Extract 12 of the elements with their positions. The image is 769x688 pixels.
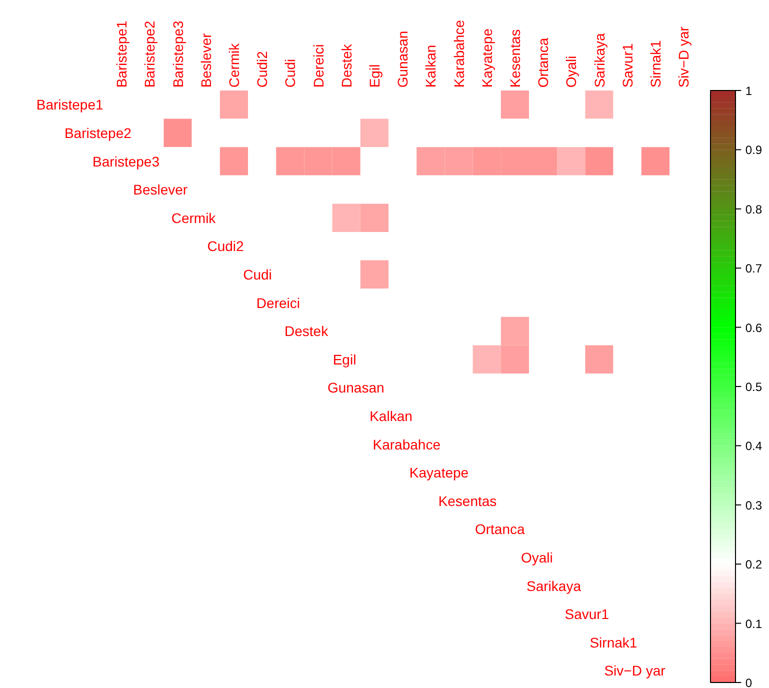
color-bar-label: 0.3 — [745, 498, 762, 512]
color-bar-label: 0.1 — [745, 616, 762, 631]
color-bar-label: 0.6 — [745, 320, 762, 335]
color-bar-label: 0.9 — [745, 143, 762, 158]
color-bar-label: 0.8 — [745, 202, 762, 216]
color-bar-label: 0.2 — [745, 558, 762, 572]
x-tick-label: Siv−D yar — [676, 26, 692, 88]
color-bar-label: 1 — [745, 84, 752, 98]
color-bar-label: 0 — [745, 676, 752, 688]
color-bar-label: 0.4 — [745, 439, 762, 454]
color-bar-label: 0.7 — [745, 262, 762, 276]
color-bar-label: 0.5 — [745, 380, 762, 394]
